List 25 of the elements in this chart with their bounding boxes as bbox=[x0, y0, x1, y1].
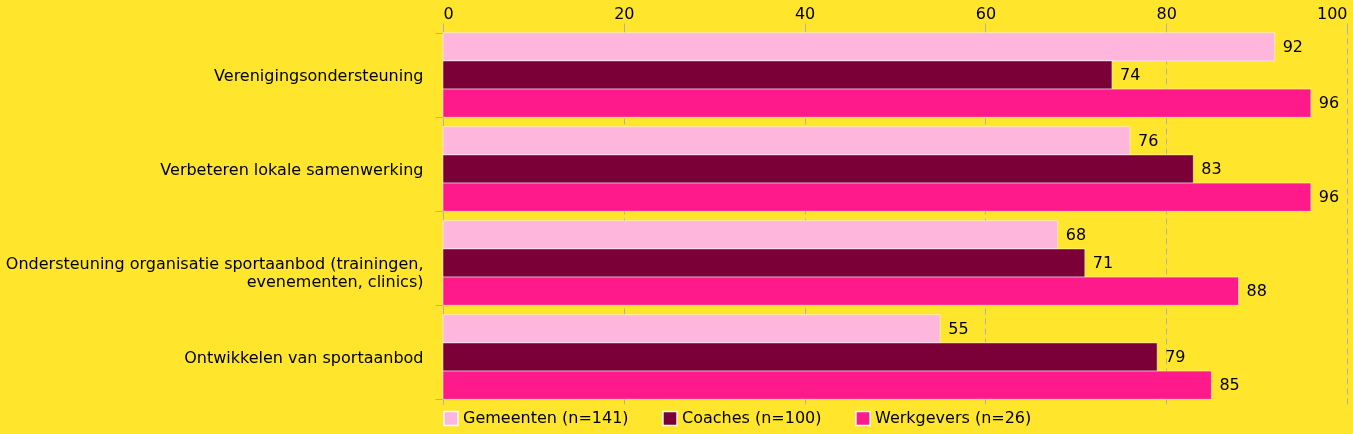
data-label: 92 bbox=[1282, 36, 1304, 56]
data-label: 83 bbox=[1201, 159, 1222, 178]
legend-label: Werkgevers (n=26) bbox=[875, 408, 1032, 428]
legend-label: Coaches (n=100) bbox=[682, 408, 822, 428]
x-tick-label: 0 bbox=[443, 3, 454, 23]
y-tick-label: Ondersteuning organisatie sportaanbod (trainingen, evenementen, clinics) bbox=[5, 253, 424, 291]
x-tick-label: 80 bbox=[1156, 3, 1177, 23]
data-label: 88 bbox=[1246, 281, 1267, 301]
data-label: 55 bbox=[948, 318, 969, 338]
data-label: 79 bbox=[1165, 347, 1186, 366]
data-label: 96 bbox=[1318, 187, 1340, 207]
data-label: 85 bbox=[1219, 375, 1240, 395]
x-tick-label: 40 bbox=[794, 3, 816, 23]
data-label: 68 bbox=[1065, 224, 1087, 244]
y-tick-label: Verenigingsondersteuning bbox=[214, 65, 424, 85]
data-label: 71 bbox=[1092, 253, 1114, 272]
data-label: 74 bbox=[1119, 65, 1141, 84]
legend-label: Gemeenten (n=141) bbox=[463, 408, 629, 428]
data-label: 96 bbox=[1318, 93, 1340, 113]
x-tick-label: 20 bbox=[614, 3, 635, 23]
x-tick-label: 60 bbox=[975, 3, 997, 23]
x-tick-label: 100 bbox=[1316, 3, 1348, 23]
y-tick-label: Ontwikkelen van sportaanbod bbox=[184, 347, 424, 367]
data-label: 76 bbox=[1138, 130, 1159, 150]
y-tick-label: Verbeteren lokale samenwerking bbox=[160, 159, 424, 179]
